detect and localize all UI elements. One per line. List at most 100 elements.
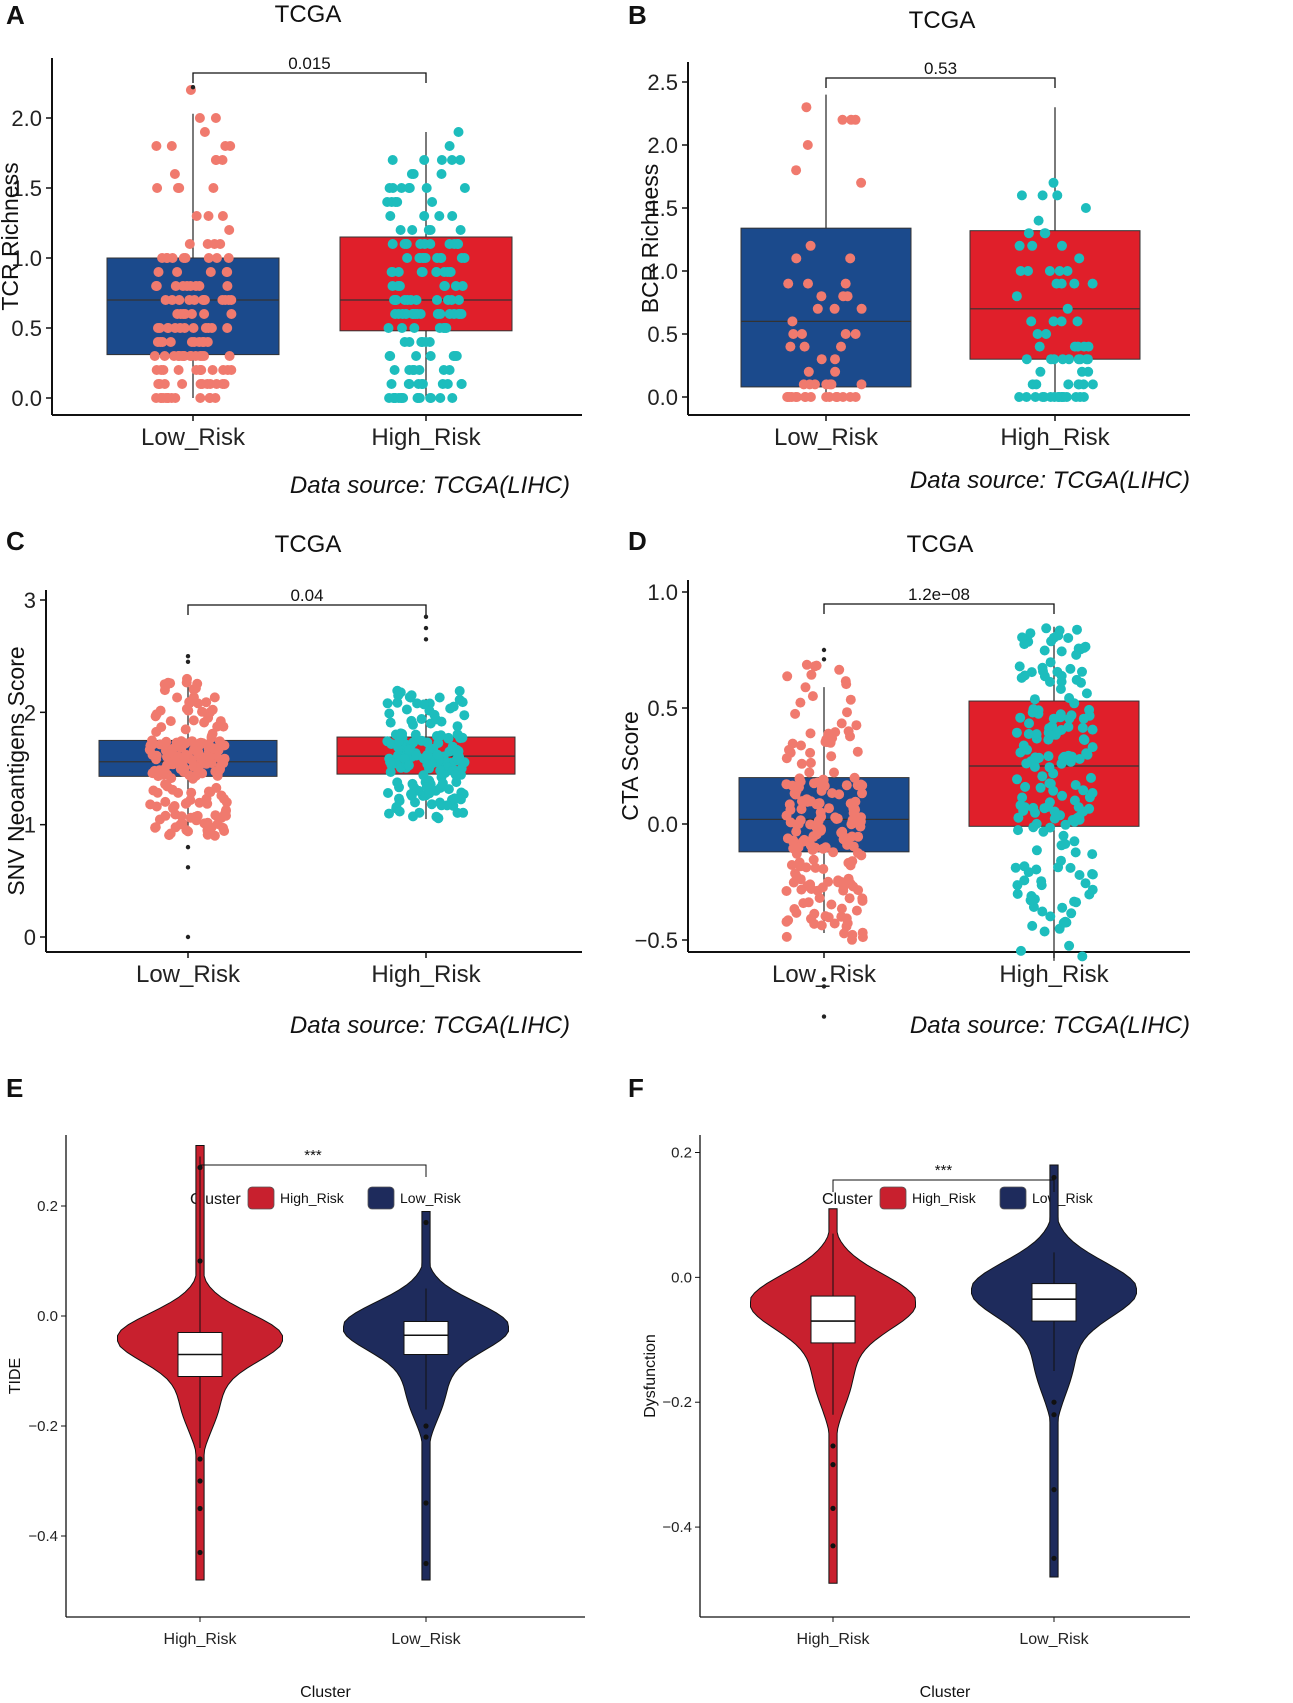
outlier-point [423, 637, 429, 642]
panel-letter: C [6, 526, 25, 556]
jitter-point [183, 705, 194, 716]
jitter-point [796, 804, 807, 815]
jitter-point [159, 379, 170, 389]
jitter-point [453, 295, 464, 305]
jitter-point [1013, 825, 1023, 836]
jitter-point [829, 303, 840, 314]
jitter-point [456, 253, 467, 263]
jitter-point [805, 757, 816, 768]
jitter-point [453, 127, 464, 137]
jitter-point [1041, 623, 1052, 634]
jitter-point [1069, 896, 1080, 907]
box-High_Risk [339, 236, 513, 332]
jitter-point [454, 694, 465, 705]
jitter-point [224, 351, 235, 361]
jitter-point [1081, 748, 1092, 759]
jitter-point [426, 393, 436, 403]
jitter-point [459, 183, 470, 193]
jitter-point [791, 826, 802, 837]
jitter-point [393, 267, 404, 277]
legend: Cluster High_Risk Low_Risk [190, 1186, 462, 1210]
jitter-point [406, 690, 417, 701]
jitter-point [1058, 917, 1069, 928]
legend-swatch-High_Risk [879, 1186, 907, 1210]
jitter-point [449, 793, 460, 804]
jitter-point [1019, 861, 1030, 872]
jitter-point [1061, 392, 1072, 402]
jitter-point [1021, 354, 1032, 365]
outlier-point [821, 657, 827, 662]
jitter-point [151, 709, 162, 720]
jitter-point [407, 309, 418, 319]
jitter-point [1027, 920, 1038, 931]
jitter-point [1080, 203, 1091, 213]
jitter-point [387, 239, 398, 249]
jitter-point [168, 803, 178, 814]
jitter-point [1069, 795, 1080, 806]
jitter-point [1015, 800, 1026, 811]
jitter-point [211, 155, 222, 165]
jitter-point [781, 931, 792, 942]
jitter-point [383, 788, 393, 798]
jitter-point [177, 379, 188, 389]
jitter-point [178, 281, 188, 291]
outlier-point [423, 625, 429, 631]
jitter-point [209, 692, 220, 703]
jitter-point [443, 295, 453, 305]
jitter-point [1045, 392, 1056, 402]
jitter-point [160, 810, 171, 821]
jitter-point [1084, 704, 1095, 715]
jitter-point [422, 759, 433, 769]
legend: Cluster High_Risk Low_Risk [822, 1186, 1094, 1210]
jitter-point [196, 365, 207, 375]
jitter-point [443, 784, 454, 795]
jitter-point [397, 323, 407, 333]
jitter-point [1087, 379, 1098, 390]
jitter-point [403, 744, 414, 755]
jitter-point [797, 796, 808, 807]
jitter-point [1025, 895, 1036, 906]
jitter-point [169, 169, 180, 179]
outlier-point [1051, 1174, 1057, 1181]
jitter-point [442, 379, 453, 389]
jitter-point [435, 393, 446, 403]
jitter-point [433, 813, 444, 824]
y-tick-label: 0.2 [671, 1144, 692, 1161]
jitter-point [205, 379, 216, 389]
jitter-point [399, 239, 410, 249]
jitter-point [805, 879, 816, 890]
jitter-point [394, 736, 404, 747]
jitter-point [176, 811, 187, 822]
jitter-point [447, 741, 458, 752]
jitter-point [785, 804, 796, 815]
jitter-point [195, 393, 206, 403]
outlier-point [423, 1423, 429, 1429]
jitter-point [223, 253, 234, 263]
jitter-point [808, 854, 819, 865]
jitter-point [194, 797, 205, 808]
jitter-point [1011, 291, 1022, 302]
jitter-point [418, 253, 429, 263]
jitter-point [1024, 718, 1034, 729]
jitter-point [184, 295, 195, 305]
jitter-point [413, 393, 423, 403]
jitter-point [834, 664, 845, 675]
jitter-point [1013, 812, 1024, 823]
jitter-point [439, 281, 450, 291]
jitter-point [1069, 341, 1080, 352]
jitter-point [1070, 780, 1081, 790]
jitter-point [850, 114, 861, 125]
y-axis-label: Dysfunction [642, 1334, 659, 1418]
jitter-point [805, 240, 816, 251]
significance-bracket [187, 604, 427, 615]
jitter-point [1087, 724, 1098, 735]
jitter-point [456, 379, 467, 389]
jitter-point [395, 728, 406, 739]
jitter-point [190, 683, 201, 694]
jitter-point [436, 155, 447, 165]
jitter-point [179, 763, 190, 774]
x-tick-label: High_Risk [1000, 424, 1110, 451]
jitter-point [826, 379, 837, 390]
jitter-point [404, 337, 415, 347]
jitter-point [1011, 727, 1022, 738]
